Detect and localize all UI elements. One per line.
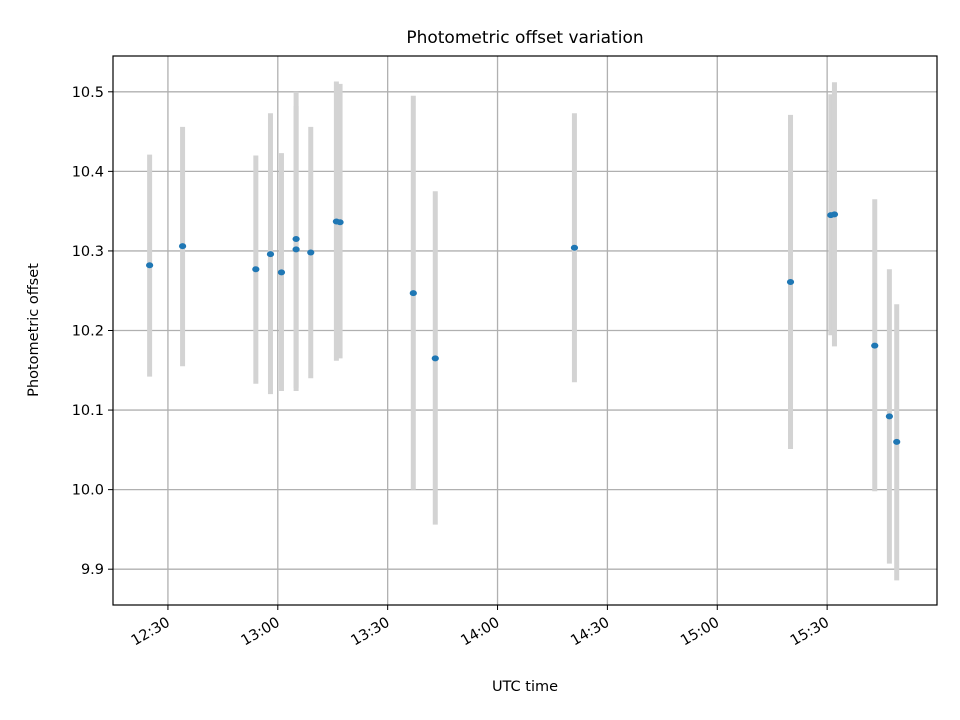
y-tick-label: 10.2 bbox=[72, 324, 104, 340]
data-point bbox=[786, 278, 795, 285]
data-point bbox=[570, 244, 579, 251]
data-point bbox=[431, 355, 439, 362]
data-point bbox=[292, 236, 300, 242]
data-point bbox=[146, 262, 154, 269]
data-point bbox=[266, 251, 275, 258]
data-point bbox=[307, 249, 315, 256]
data-point bbox=[409, 290, 417, 297]
data-point bbox=[178, 243, 187, 250]
data-point bbox=[893, 438, 901, 445]
y-tick-label: 9.9 bbox=[81, 562, 104, 578]
y-tick-label: 10.1 bbox=[72, 403, 104, 419]
data-point bbox=[885, 413, 893, 420]
data-point bbox=[252, 266, 260, 273]
x-axis-label: UTC time bbox=[492, 679, 558, 695]
data-point bbox=[336, 219, 344, 226]
data-point bbox=[277, 269, 286, 276]
grid bbox=[113, 56, 937, 605]
data-point bbox=[292, 246, 300, 253]
y-axis-label: Photometric offset bbox=[26, 263, 42, 397]
y-tick-label: 10.0 bbox=[72, 483, 104, 499]
chart-title: Photometric offset variation bbox=[406, 28, 643, 48]
data-points bbox=[146, 211, 901, 445]
data-point bbox=[871, 342, 879, 349]
y-tick-label: 10.5 bbox=[72, 85, 104, 101]
y-tick-label: 10.4 bbox=[72, 164, 104, 180]
data-point bbox=[830, 211, 839, 218]
y-tick-label: 10.3 bbox=[72, 244, 104, 260]
